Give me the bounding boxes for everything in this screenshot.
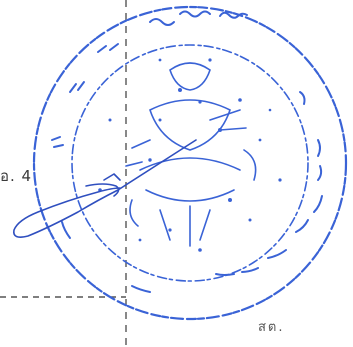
left-text-fragment: อ. 4 — [0, 167, 33, 185]
bottom-text-fragment: สต. — [258, 320, 285, 335]
dashed-guides — [0, 0, 127, 347]
seal-speckles — [98, 58, 282, 252]
seal-inner-ring — [71, 44, 309, 282]
signature — [12, 139, 197, 238]
seal-outer-ring — [32, 5, 348, 321]
seal-ring-lettering — [51, 10, 323, 293]
seal-emblem — [125, 62, 257, 247]
official-seal — [32, 5, 348, 321]
